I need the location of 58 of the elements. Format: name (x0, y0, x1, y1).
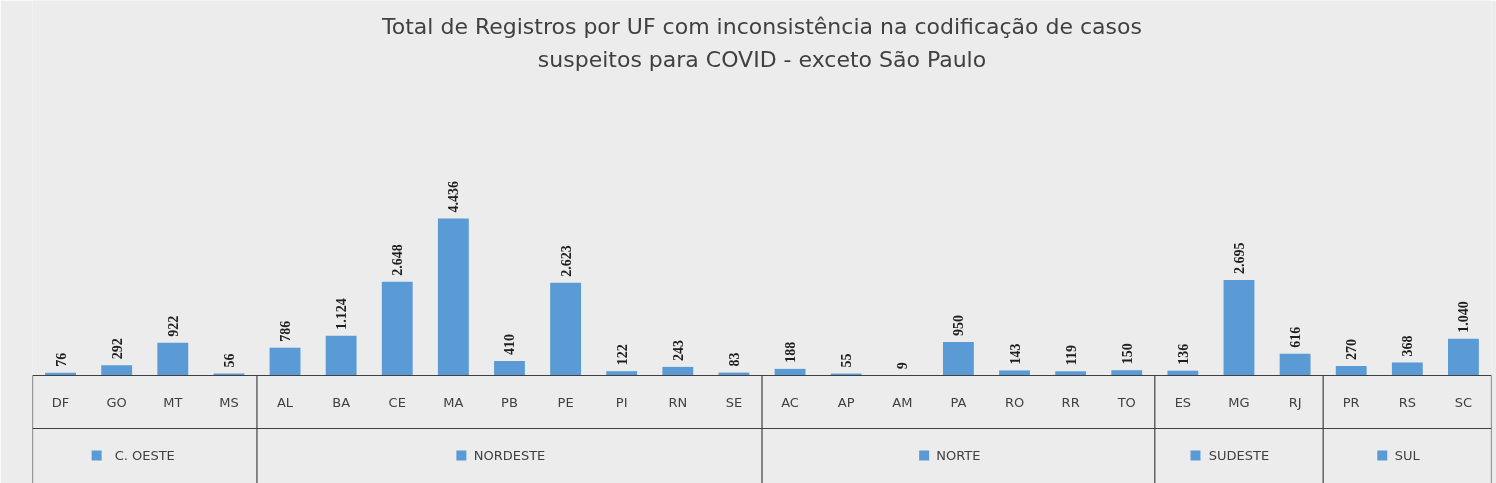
x-tick-label: MG (1228, 395, 1250, 410)
data-label: 76 (53, 352, 69, 367)
legend-label: SUL (1394, 448, 1421, 463)
legend-label: SUDESTE (1208, 448, 1270, 463)
legend-label: C. OESTE (114, 448, 175, 463)
x-tick-label: RR (1061, 395, 1080, 410)
data-label: 368 (1400, 335, 1416, 357)
x-tick-label: PI (615, 395, 628, 410)
data-label: 292 (109, 338, 125, 360)
data-label: 9 (895, 362, 911, 370)
x-tick-label: GO (106, 395, 127, 410)
data-label: 55 (839, 353, 855, 368)
x-tick-label: AL (276, 395, 294, 410)
x-tick-label: MS (219, 395, 239, 410)
x-tick-label: ES (1174, 395, 1192, 410)
data-label: 119 (1063, 345, 1079, 366)
data-label: 56 (221, 353, 237, 368)
x-tick-label: AC (781, 395, 799, 410)
data-label: 2.648 (390, 244, 406, 276)
legend-label: NORTE (936, 448, 981, 463)
data-label: 1.124 (334, 298, 350, 330)
x-tick-label: DF (51, 395, 70, 410)
data-label: 270 (1344, 338, 1360, 360)
x-tick-label: RO (1004, 395, 1025, 410)
data-label: 2.695 (1231, 242, 1247, 275)
x-tick-label: MA (443, 395, 464, 410)
x-tick-label: BA (332, 395, 351, 410)
x-tick-label: PB (501, 395, 518, 410)
data-label: 243 (670, 339, 686, 361)
data-label: 1.040 (1456, 301, 1472, 333)
data-label: 2.623 (558, 245, 574, 277)
data-label: 950 (951, 314, 967, 336)
legend-label: NORDESTE (473, 448, 546, 463)
data-label: 786 (278, 320, 294, 342)
x-tick-label: AM (892, 395, 913, 410)
data-label: 150 (1119, 343, 1135, 365)
data-label: 136 (1175, 343, 1191, 365)
x-tick-label: MT (163, 395, 183, 410)
x-tick-label: PR (1342, 395, 1360, 410)
x-tick-label: CE (388, 395, 406, 410)
data-label: 4.436 (446, 181, 462, 213)
x-tick-label: RN (668, 395, 688, 410)
x-tick-label: PA (950, 395, 967, 410)
x-tick-label: TO (1116, 395, 1136, 410)
data-label: 922 (165, 315, 181, 337)
data-label: 143 (1007, 343, 1023, 365)
data-label: 616 (1288, 326, 1304, 348)
data-label: 410 (502, 333, 518, 355)
x-tick-label: RS (1398, 395, 1416, 410)
x-tick-label: RJ (1288, 395, 1302, 410)
x-tick-label: PE (557, 395, 574, 410)
x-tick-label: AP (837, 395, 855, 410)
x-tick-label: SC (1454, 395, 1473, 410)
x-tick-label: SE (725, 395, 743, 410)
data-label: 188 (783, 341, 799, 363)
data-label: 83 (726, 352, 742, 367)
chart-title: Total de Registros por UF com inconsistência na codificação de casos suspeitos para COVID - exceto São Paulo (381, 13, 1142, 73)
data-label: 122 (614, 344, 630, 366)
